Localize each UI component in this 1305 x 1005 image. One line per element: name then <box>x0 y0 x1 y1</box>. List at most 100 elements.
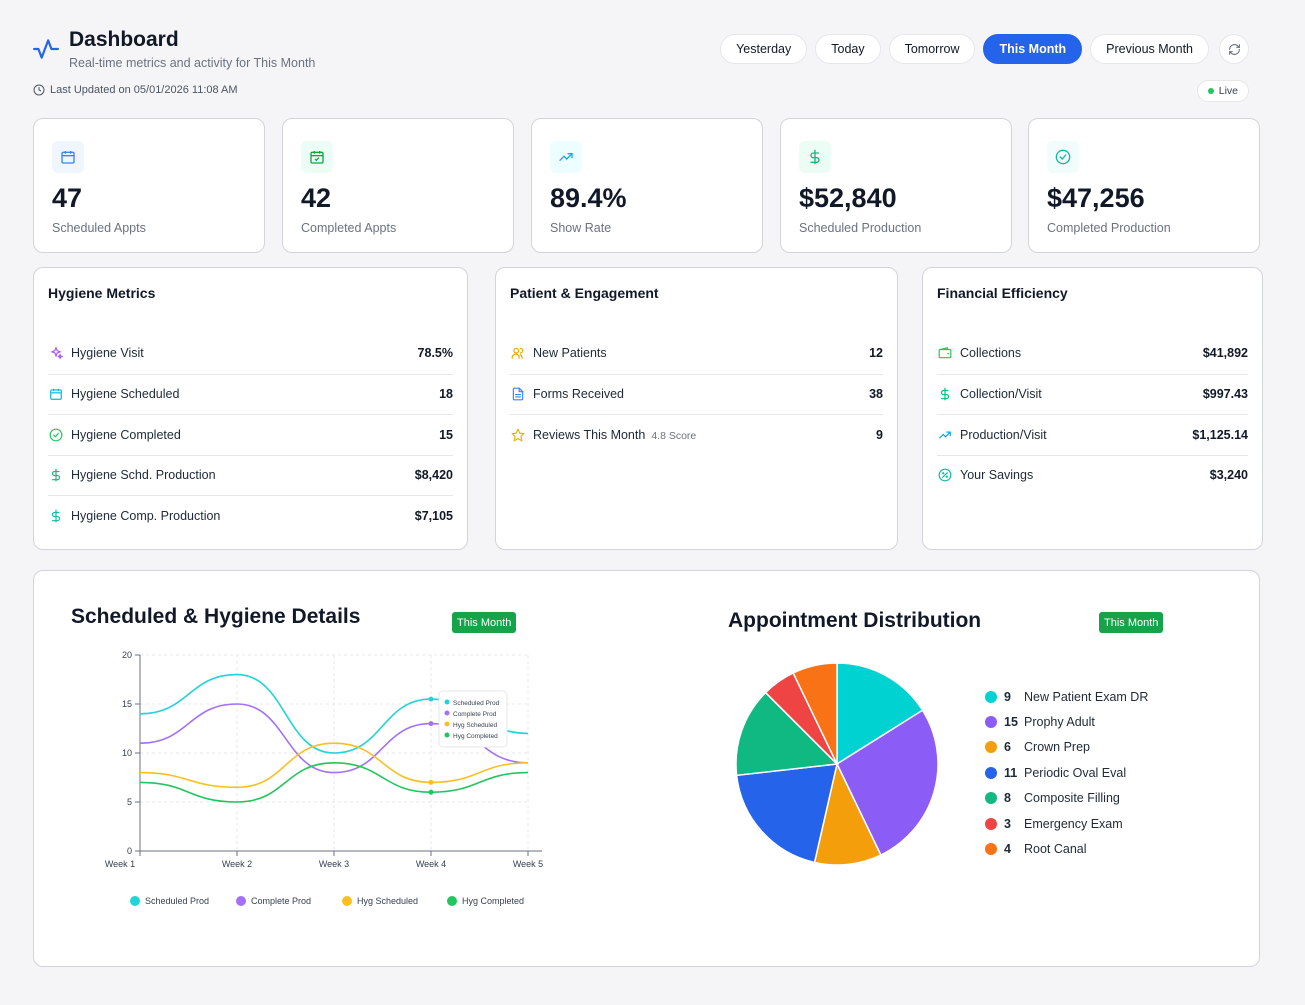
kpi-label: Scheduled Appts <box>52 221 146 235</box>
data-point <box>428 789 434 795</box>
dashboard-header: Dashboard Real-time metrics and activity… <box>33 28 1263 108</box>
legend-count: 6 <box>1004 740 1011 755</box>
check-circle-icon <box>1047 141 1079 173</box>
financial-efficiency-card: Financial Efficiency Collections $41,892… <box>922 267 1263 550</box>
line-legend-item: Hyg Scheduled <box>342 896 418 906</box>
tooltip-label: Hyg Scheduled <box>453 722 497 729</box>
hygiene-metrics-card: Hygiene Metrics Hygiene Visit 78.5% Hygi… <box>33 267 468 550</box>
legend-swatch <box>985 817 997 830</box>
legend-label: Hyg Scheduled <box>357 896 419 906</box>
metric-row: Collection/Visit $997.43 <box>937 373 1248 415</box>
data-point <box>428 696 434 702</box>
legend-swatch <box>985 690 997 703</box>
legend-swatch <box>985 741 997 754</box>
range-yesterday-button[interactable]: Yesterday <box>720 34 808 64</box>
kpi-card-show-rate: 89.4% Show Rate <box>531 118 763 253</box>
metric-label: Production/Visit <box>960 427 1047 442</box>
trending-up-icon <box>937 427 953 443</box>
page-subtitle: Real-time metrics and activity for This … <box>69 56 316 70</box>
metric-value: $7,105 <box>414 508 453 523</box>
legend-count: 9 <box>1004 689 1011 704</box>
refresh-icon <box>1228 43 1240 55</box>
calendar-icon <box>52 141 84 173</box>
card-title: Financial Efficiency <box>937 285 1068 301</box>
metric-row: Collections $41,892 <box>937 333 1248 374</box>
kpi-card-scheduled-production: $52,840 Scheduled Production <box>780 118 1012 253</box>
clock-icon <box>33 84 45 96</box>
dollar-icon <box>48 508 64 524</box>
chart-tooltip: Scheduled Prod Complete Prod Hyg Scheduled… <box>438 690 508 748</box>
dollar-icon <box>799 141 831 173</box>
last-updated: Last Updated on 05/01/2026 11:08 AM <box>33 84 238 96</box>
pie-slice <box>735 691 839 777</box>
kpi-label: Scheduled Production <box>799 221 922 235</box>
metric-value: 18 <box>439 387 453 402</box>
metric-row: Hygiene Comp. Production $7,105 <box>48 495 453 536</box>
x-tick-label: Week 3 <box>319 859 349 869</box>
refresh-button[interactable] <box>1219 34 1249 64</box>
legend-swatch <box>985 843 997 856</box>
live-badge: Live <box>1196 80 1249 102</box>
metric-value: 78.5% <box>417 346 453 361</box>
kpi-value: $47,256 <box>1047 183 1145 213</box>
series-line <box>139 761 529 803</box>
sparkle-icon <box>48 345 64 361</box>
kpi-card-completed-appts: 42 Completed Appts <box>282 118 514 253</box>
y-tick-label: 0 <box>127 846 132 856</box>
metric-value: 9 <box>876 427 883 442</box>
legend-swatch <box>130 896 140 906</box>
metric-value: $1,125.14 <box>1192 427 1248 442</box>
metric-row: Hygiene Scheduled 18 <box>48 373 453 415</box>
pie-legend-item: 15 Prophy Adult <box>985 709 1148 734</box>
tooltip-swatch <box>444 710 450 716</box>
dollar-icon <box>937 386 953 402</box>
patient-engagement-card: Patient & Engagement New Patients 12 For… <box>495 267 898 550</box>
range-this-month-button[interactable]: This Month <box>983 34 1083 64</box>
x-tick-label: Week 5 <box>513 859 543 869</box>
review-score: 4.8 Score <box>651 429 697 442</box>
users-icon <box>510 345 526 361</box>
metric-label: Hygiene Comp. Production <box>71 508 221 523</box>
metric-row: New Patients 12 <box>510 333 883 374</box>
legend-count: 11 <box>1004 765 1018 780</box>
card-title: Patient & Engagement <box>510 285 659 301</box>
pie-legend-item: 9 New Patient Exam DR <box>985 684 1148 709</box>
metric-label: Hygiene Visit <box>71 346 144 361</box>
charts-card: Scheduled & Hygiene Details This Month 0… <box>33 570 1260 967</box>
metric-value: 38 <box>869 387 883 402</box>
legend-label: Root Canal <box>1024 842 1087 857</box>
series-line <box>139 742 529 789</box>
metric-label: Collection/Visit <box>960 387 1042 402</box>
kpi-label: Show Rate <box>550 221 612 235</box>
metric-row: Hygiene Completed 15 <box>48 414 453 455</box>
range-tomorrow-button[interactable]: Tomorrow <box>888 34 976 64</box>
tooltip-label: Scheduled Prod <box>453 700 500 707</box>
pie-chart <box>735 662 939 866</box>
legend-label: Composite Filling <box>1024 791 1120 806</box>
kpi-label: Completed Production <box>1047 221 1171 235</box>
pie-slice <box>836 662 924 766</box>
pie-slice <box>735 763 838 864</box>
data-point <box>428 721 434 727</box>
date-range-selector: Yesterday Today Tomorrow This Month Prev… <box>720 34 1249 64</box>
metric-label: New Patients <box>533 346 607 361</box>
metric-value: 15 <box>439 427 453 442</box>
pie-legend-item: 8 Composite Filling <box>985 786 1148 811</box>
tooltip-swatch <box>444 699 450 705</box>
badge-percent-icon <box>937 467 953 483</box>
range-today-button[interactable]: Today <box>815 34 881 64</box>
range-previous-month-button[interactable]: Previous Month <box>1090 34 1209 64</box>
live-dot <box>1207 88 1214 94</box>
legend-swatch <box>985 716 997 729</box>
pie-legend-item: 3 Emergency Exam <box>985 811 1148 836</box>
metric-row: Hygiene Schd. Production $8,420 <box>48 454 453 496</box>
x-tick-label: Week 4 <box>416 859 446 869</box>
metric-label: Forms Received <box>533 387 624 402</box>
y-tick-label: 10 <box>122 748 132 758</box>
legend-swatch <box>985 792 997 805</box>
metric-label-text: Reviews This Month <box>533 427 646 442</box>
x-tick-label: Week 1 <box>105 859 135 869</box>
pie-slice <box>836 709 939 856</box>
metric-row: Production/Visit $1,125.14 <box>937 414 1248 455</box>
kpi-card-scheduled-appts: 47 Scheduled Appts <box>33 118 265 253</box>
